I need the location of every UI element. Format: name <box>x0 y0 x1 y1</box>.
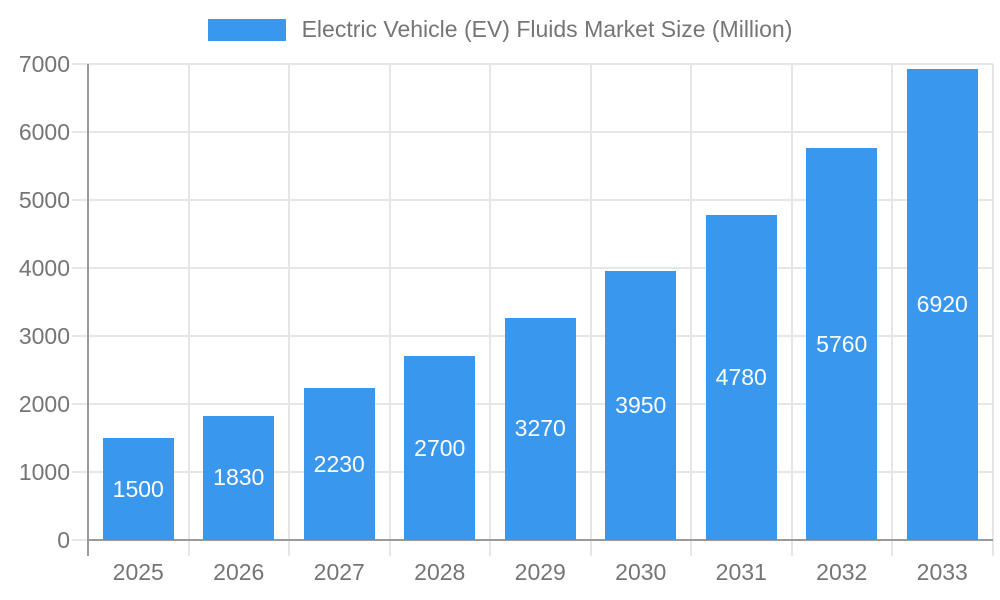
gridline <box>790 64 793 540</box>
gridline <box>288 64 290 540</box>
bar-value-label: 5760 <box>816 330 868 357</box>
x-tick-label: 2028 <box>414 559 466 585</box>
y-axis-tick <box>72 471 88 473</box>
gridline <box>589 64 592 540</box>
legend-swatch-icon <box>207 18 286 41</box>
legend: Electric Vehicle (EV) Fluids Market Size… <box>0 16 1000 43</box>
y-axis-tick <box>72 267 88 269</box>
bar-2029: 3270 <box>504 317 576 540</box>
bar-2033: 6920 <box>906 69 978 540</box>
x-axis-tick <box>690 540 692 556</box>
x-tick-label: 2025 <box>112 559 164 585</box>
gridline <box>991 64 994 540</box>
y-axis-tick <box>72 403 88 405</box>
bar-2031: 4780 <box>705 214 777 540</box>
gridline <box>88 63 993 65</box>
y-tick-label: 7000 <box>18 51 70 77</box>
y-axis-tick <box>72 335 88 337</box>
bar-2027: 2230 <box>303 388 375 540</box>
bar-2030: 3950 <box>605 271 677 540</box>
x-axis-tick <box>790 540 793 556</box>
gridline <box>489 64 491 540</box>
gridline <box>88 199 993 201</box>
bar-value-label: 2230 <box>313 450 365 477</box>
bar-value-label: 2700 <box>414 434 466 461</box>
gridline <box>88 267 993 269</box>
bar-2026: 1830 <box>203 415 275 540</box>
y-tick-label: 5000 <box>18 187 70 213</box>
x-tick-label: 2030 <box>615 559 667 585</box>
gridline <box>187 64 190 540</box>
y-tick-label: 3000 <box>18 323 70 349</box>
gridline <box>388 64 391 540</box>
y-tick-label: 0 <box>57 527 70 553</box>
x-axis-tick <box>489 540 491 556</box>
legend-item[interactable]: Electric Vehicle (EV) Fluids Market Size… <box>207 16 793 43</box>
y-tick-label: 1000 <box>18 459 70 485</box>
y-axis-line <box>87 64 89 556</box>
y-axis-tick <box>72 63 88 65</box>
gridline <box>88 131 993 133</box>
bar-2032: 5760 <box>806 148 878 540</box>
x-axis-tick <box>589 540 592 556</box>
x-axis-tick <box>187 540 190 556</box>
x-tick-label: 2026 <box>213 559 265 585</box>
x-axis-tick <box>991 540 994 556</box>
gridline <box>690 64 692 540</box>
legend-label: Electric Vehicle (EV) Fluids Market Size… <box>301 16 793 42</box>
bar-2025: 1500 <box>102 438 174 540</box>
x-tick-label: 2027 <box>313 559 365 585</box>
bar-value-label: 4780 <box>715 363 767 390</box>
bar-value-label: 3270 <box>514 415 566 442</box>
y-tick-label: 2000 <box>18 391 70 417</box>
y-axis-tick <box>72 131 88 133</box>
y-tick-label: 6000 <box>18 119 70 145</box>
y-tick-label: 4000 <box>18 255 70 281</box>
x-axis-tick <box>288 540 290 556</box>
y-axis-tick <box>72 199 88 201</box>
x-axis-tick <box>891 540 893 556</box>
gridline <box>891 64 893 540</box>
x-axis-tick <box>388 540 391 556</box>
y-axis-tick <box>72 539 88 541</box>
x-tick-label: 2029 <box>514 559 566 585</box>
bar-value-label: 1830 <box>213 464 265 491</box>
x-tick-label: 2033 <box>916 559 968 585</box>
x-tick-label: 2032 <box>816 559 868 585</box>
x-axis-line <box>87 539 993 541</box>
x-tick-label: 2031 <box>715 559 767 585</box>
bar-value-label: 6920 <box>916 291 968 318</box>
bar-2028: 2700 <box>404 356 476 540</box>
bar-value-label: 3950 <box>615 392 667 419</box>
bar-value-label: 1500 <box>112 475 164 502</box>
